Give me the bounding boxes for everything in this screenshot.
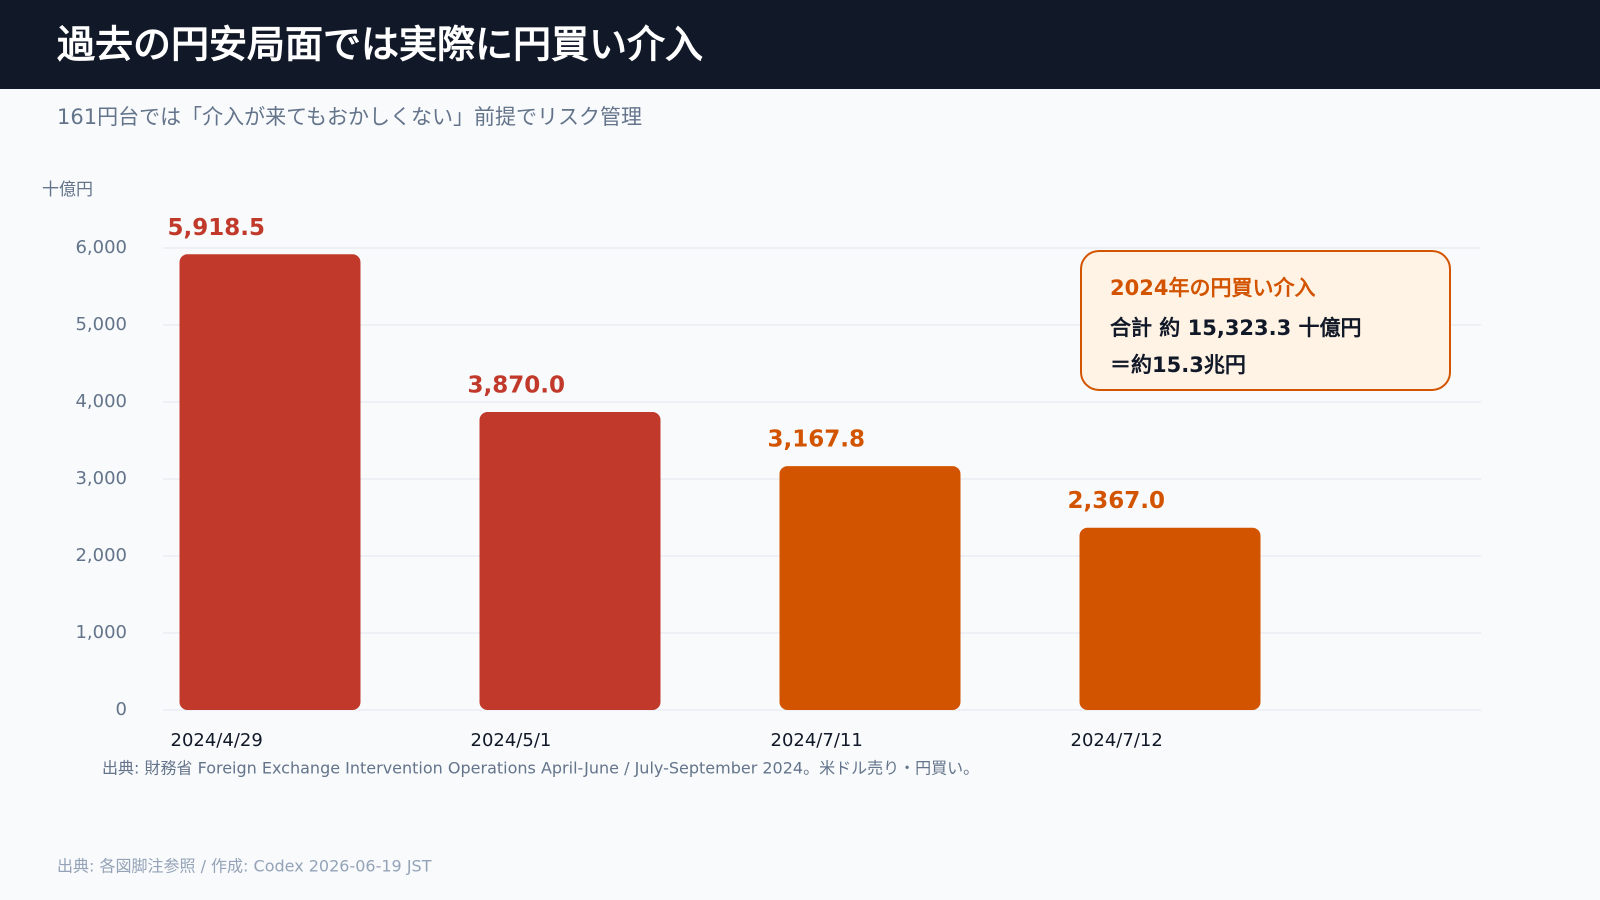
- annotation-line: ＝約15.3兆円: [1110, 353, 1246, 377]
- x-tick-label: 2024/5/1: [471, 730, 552, 751]
- value-label: 2,367.0: [1068, 488, 1166, 514]
- y-tick-label: 0: [116, 699, 127, 720]
- y-tick-label: 2,000: [75, 545, 127, 566]
- y-tick-label: 3,000: [75, 468, 127, 489]
- y-tick-label: 1,000: [75, 622, 127, 643]
- source-note: 出典: 財務省 Foreign Exchange Intervention Op…: [102, 759, 979, 778]
- y-tick-label: 5,000: [75, 314, 127, 335]
- bar: [479, 412, 661, 710]
- bar: [1079, 527, 1261, 710]
- value-label: 3,870.0: [468, 373, 566, 399]
- bar: [179, 254, 361, 710]
- chart-title: 過去の円安局面では実際に円買い介入: [57, 23, 703, 67]
- x-tick-label: 2024/7/11: [771, 730, 863, 751]
- y-tick-label: 4,000: [75, 391, 127, 412]
- annotation-box: [1080, 250, 1451, 391]
- y-axis-label: 十億円: [42, 180, 93, 200]
- plot: 0 1,000 2,000 3,000 4,000 5,000 6,000 5,918.5 20…: [75, 215, 1481, 751]
- bar: [779, 466, 961, 710]
- subtitle: 161円台では「介入が来てもおかしくない」前提でリスク管理: [57, 105, 642, 129]
- value-label: 5,918.5: [168, 215, 266, 241]
- x-tick-label: 2024/7/12: [1071, 730, 1163, 751]
- annotation-title: 2024年の円買い介入: [1110, 276, 1315, 300]
- x-tick-label: 2024/4/29: [171, 730, 263, 751]
- value-label: 3,167.8: [768, 427, 866, 453]
- annotation-line: 合計 約 15,323.3 十億円: [1110, 316, 1362, 340]
- y-tick-label: 6,000: [75, 237, 127, 258]
- footer: 出典: 各図脚注参照 / 作成: Codex 2026-06-19 JST: [57, 857, 432, 876]
- header-bar: [0, 0, 1600, 89]
